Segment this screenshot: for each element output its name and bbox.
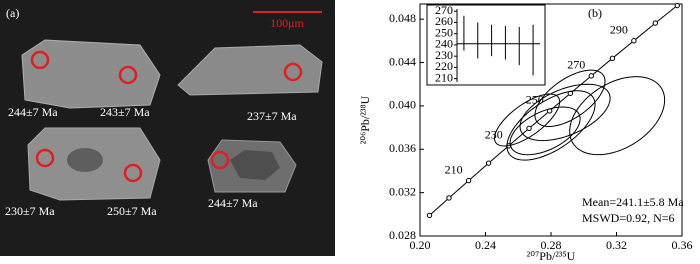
age-label: 244±7 Ma [8, 105, 58, 119]
inset-tick-label: 260 [435, 14, 453, 28]
panel-label: (b) [588, 6, 602, 20]
y-tick-label: 0.032 [389, 184, 416, 198]
age-label: 230 [485, 128, 503, 142]
concordia-point [652, 20, 659, 26]
concordia-point [426, 212, 433, 219]
x-axis-label: ²⁰⁷Pb/²³⁵U [527, 249, 576, 263]
concordia-point [526, 125, 532, 132]
inset-tick-label: 270 [435, 3, 453, 17]
x-tick-label: 0.24 [475, 238, 496, 252]
analysis-spot [35, 148, 55, 168]
zircon-grain [177, 44, 323, 96]
zircon-core [230, 150, 280, 180]
inset-tick-label: 250 [435, 25, 453, 39]
y-tick-label: 0.044 [389, 54, 416, 68]
age-label: 244±7 Ma [208, 196, 258, 210]
concordia-point [674, 2, 680, 9]
error-ellipse [509, 106, 581, 156]
error-ellipse [569, 76, 666, 156]
x-tick-label: 0.36 [672, 238, 693, 252]
annotation: Mean=241.1±5.8 Ma [582, 195, 684, 209]
age-label: 250±7 Ma [107, 204, 157, 218]
y-tick-label: 0.028 [389, 228, 416, 242]
zircon-core [67, 148, 103, 172]
y-tick-label: 0.040 [389, 98, 416, 112]
age-label: 270 [567, 58, 585, 72]
concordia-point [588, 73, 594, 79]
age-label: 243±7 Ma [100, 105, 150, 119]
age-label: 230±7 Ma [5, 204, 55, 218]
annotation: MSWD=0.92, N=6 [582, 211, 675, 225]
concordia-point [631, 38, 637, 44]
x-tick-label: 0.20 [410, 238, 431, 252]
error-ellipse [519, 83, 611, 142]
analysis-spot [118, 65, 138, 85]
panel-label: (a) [6, 6, 19, 20]
x-tick-label: 0.32 [606, 238, 627, 252]
concordia-point [609, 55, 616, 62]
error-ellipse [494, 93, 561, 147]
x-tick-label: 0.28 [541, 238, 562, 252]
inset-tick-label: 240 [435, 37, 453, 51]
y-tick-label: 0.048 [389, 11, 416, 25]
y-tick-label: 0.036 [389, 141, 416, 155]
inset-tick-label: 230 [435, 48, 453, 62]
error-ellipse [534, 69, 606, 127]
concordia-point [465, 177, 472, 184]
analysis-spot [283, 62, 303, 82]
inset-tick-label: 210 [435, 70, 453, 84]
y-axis-label: ²⁰⁶Pb/²³⁸U [358, 95, 372, 144]
analysis-spot [30, 50, 50, 70]
inset-tick-label: 220 [435, 59, 453, 73]
analysis-spot [210, 150, 230, 170]
age-label: 290 [610, 23, 628, 37]
age-label: 210 [445, 162, 463, 176]
zircon-grain [21, 39, 161, 109]
analysis-spot [123, 163, 143, 183]
concordia-point [446, 195, 452, 201]
inset-frame [426, 4, 546, 86]
age-label: 237±7 Ma [247, 109, 297, 123]
concordia-point [485, 160, 492, 166]
scale-label: 100μm [270, 16, 304, 30]
